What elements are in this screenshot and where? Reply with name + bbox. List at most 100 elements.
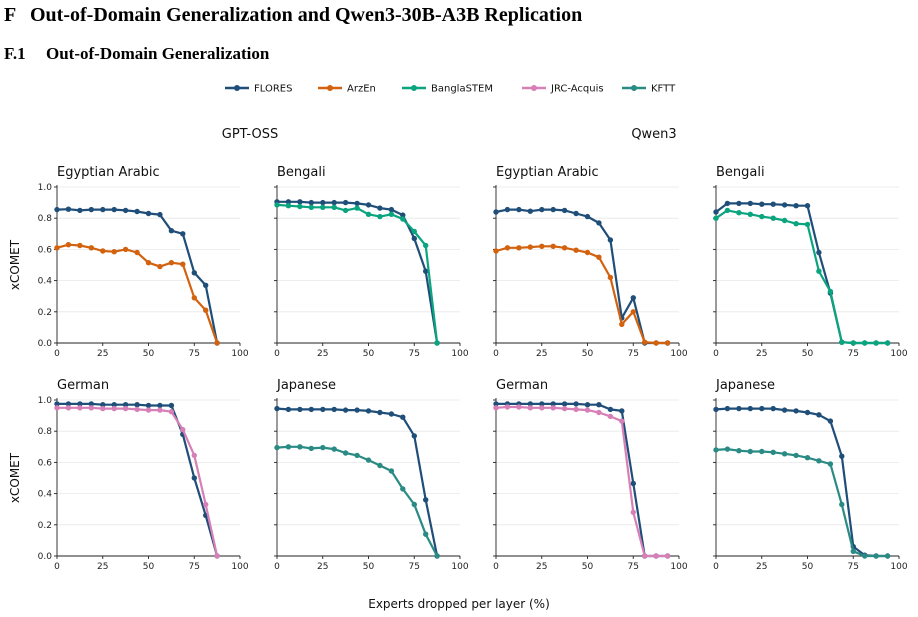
panel-title: Bengali bbox=[277, 165, 326, 180]
data-point bbox=[781, 407, 788, 413]
data-point bbox=[180, 426, 186, 433]
data-point bbox=[377, 409, 383, 416]
data-point bbox=[573, 406, 579, 413]
data-point bbox=[630, 295, 636, 301]
data-point bbox=[180, 231, 186, 237]
section-title: Out-of-Domain Generalization and Qwen3-3… bbox=[30, 4, 583, 26]
data-point bbox=[100, 248, 106, 254]
data-point bbox=[770, 405, 776, 412]
legend-marker-arzen bbox=[327, 85, 333, 91]
x-tick-label: 75 bbox=[848, 562, 859, 572]
x-tick-label: 50 bbox=[143, 349, 155, 359]
data-point bbox=[388, 206, 395, 213]
data-point bbox=[54, 401, 60, 407]
x-tick-label: 25 bbox=[97, 562, 108, 572]
data-point bbox=[839, 453, 845, 459]
data-point bbox=[365, 408, 372, 414]
data-point bbox=[377, 213, 383, 220]
data-point bbox=[342, 450, 349, 456]
data-point bbox=[88, 245, 95, 251]
data-point bbox=[816, 249, 822, 256]
data-point bbox=[168, 402, 175, 409]
data-point bbox=[54, 405, 60, 411]
series-line-jrc-acquis bbox=[57, 406, 219, 557]
data-point bbox=[827, 461, 834, 467]
series-flores bbox=[274, 199, 440, 346]
x-tick-label: 75 bbox=[409, 349, 420, 359]
series-line-arzen bbox=[495, 245, 668, 345]
data-point bbox=[365, 202, 372, 208]
x-tick-label: 25 bbox=[97, 349, 108, 359]
series-kftt bbox=[713, 446, 891, 559]
x-tick-label: 50 bbox=[143, 562, 155, 572]
x-tick-label: 0 bbox=[713, 349, 719, 359]
data-point bbox=[561, 401, 568, 407]
data-point bbox=[297, 199, 303, 205]
data-point bbox=[793, 408, 799, 414]
data-point bbox=[145, 210, 152, 217]
data-point bbox=[203, 307, 209, 313]
data-point bbox=[759, 213, 765, 220]
data-point bbox=[884, 553, 891, 559]
data-point bbox=[713, 209, 719, 215]
data-point bbox=[100, 402, 106, 408]
series-line-flores bbox=[715, 407, 888, 558]
series-jrc-acquis bbox=[54, 405, 220, 559]
data-point bbox=[664, 340, 671, 346]
data-point bbox=[781, 451, 788, 457]
data-point bbox=[770, 201, 776, 207]
data-point bbox=[157, 211, 163, 218]
legend-item-jrc-acquis: JRC-Acquis bbox=[522, 84, 604, 95]
data-point bbox=[77, 207, 83, 214]
series-line-flores bbox=[277, 200, 439, 344]
data-point bbox=[377, 462, 383, 469]
x-tick-label: 0 bbox=[274, 562, 280, 572]
data-point bbox=[736, 200, 742, 207]
data-point bbox=[759, 448, 765, 455]
data-point bbox=[584, 213, 591, 220]
x-tick-label: 75 bbox=[189, 349, 200, 359]
data-point bbox=[134, 402, 140, 408]
data-point bbox=[584, 402, 591, 408]
data-point bbox=[145, 260, 152, 266]
data-point bbox=[516, 206, 522, 213]
data-point bbox=[342, 407, 349, 413]
data-point bbox=[331, 199, 337, 206]
series-kftt bbox=[274, 444, 440, 559]
data-point bbox=[320, 204, 326, 210]
data-point bbox=[493, 209, 499, 215]
data-point bbox=[111, 249, 117, 255]
data-point bbox=[297, 406, 303, 413]
data-point bbox=[619, 418, 625, 424]
data-point bbox=[191, 270, 197, 276]
data-point bbox=[804, 203, 811, 209]
data-point bbox=[297, 203, 303, 210]
data-point bbox=[122, 207, 129, 214]
panel-title: German bbox=[57, 378, 109, 393]
data-point bbox=[862, 553, 868, 559]
data-point bbox=[539, 401, 545, 407]
data-point bbox=[664, 553, 671, 559]
data-point bbox=[411, 501, 417, 508]
data-point bbox=[504, 404, 511, 410]
series-line-flores bbox=[496, 402, 668, 558]
data-point bbox=[157, 402, 163, 409]
data-point bbox=[400, 486, 406, 492]
y-tick-label: 1.0 bbox=[38, 396, 53, 406]
data-point bbox=[736, 405, 742, 412]
data-point bbox=[274, 405, 280, 412]
data-point bbox=[619, 321, 625, 327]
data-point bbox=[354, 200, 360, 207]
data-point bbox=[793, 452, 799, 459]
x-tick-label: 75 bbox=[628, 349, 639, 359]
data-point bbox=[653, 340, 659, 346]
data-point bbox=[214, 340, 220, 346]
series-flores bbox=[274, 405, 440, 559]
data-point bbox=[320, 406, 326, 413]
data-point bbox=[434, 340, 440, 346]
y-tick-label: 0.8 bbox=[38, 214, 53, 224]
data-point bbox=[65, 206, 72, 212]
panel-gpt-oss-japanese: 0 25 50 75 100 Japanese bbox=[274, 378, 469, 572]
panel-title: German bbox=[496, 378, 548, 393]
data-point bbox=[354, 407, 360, 413]
